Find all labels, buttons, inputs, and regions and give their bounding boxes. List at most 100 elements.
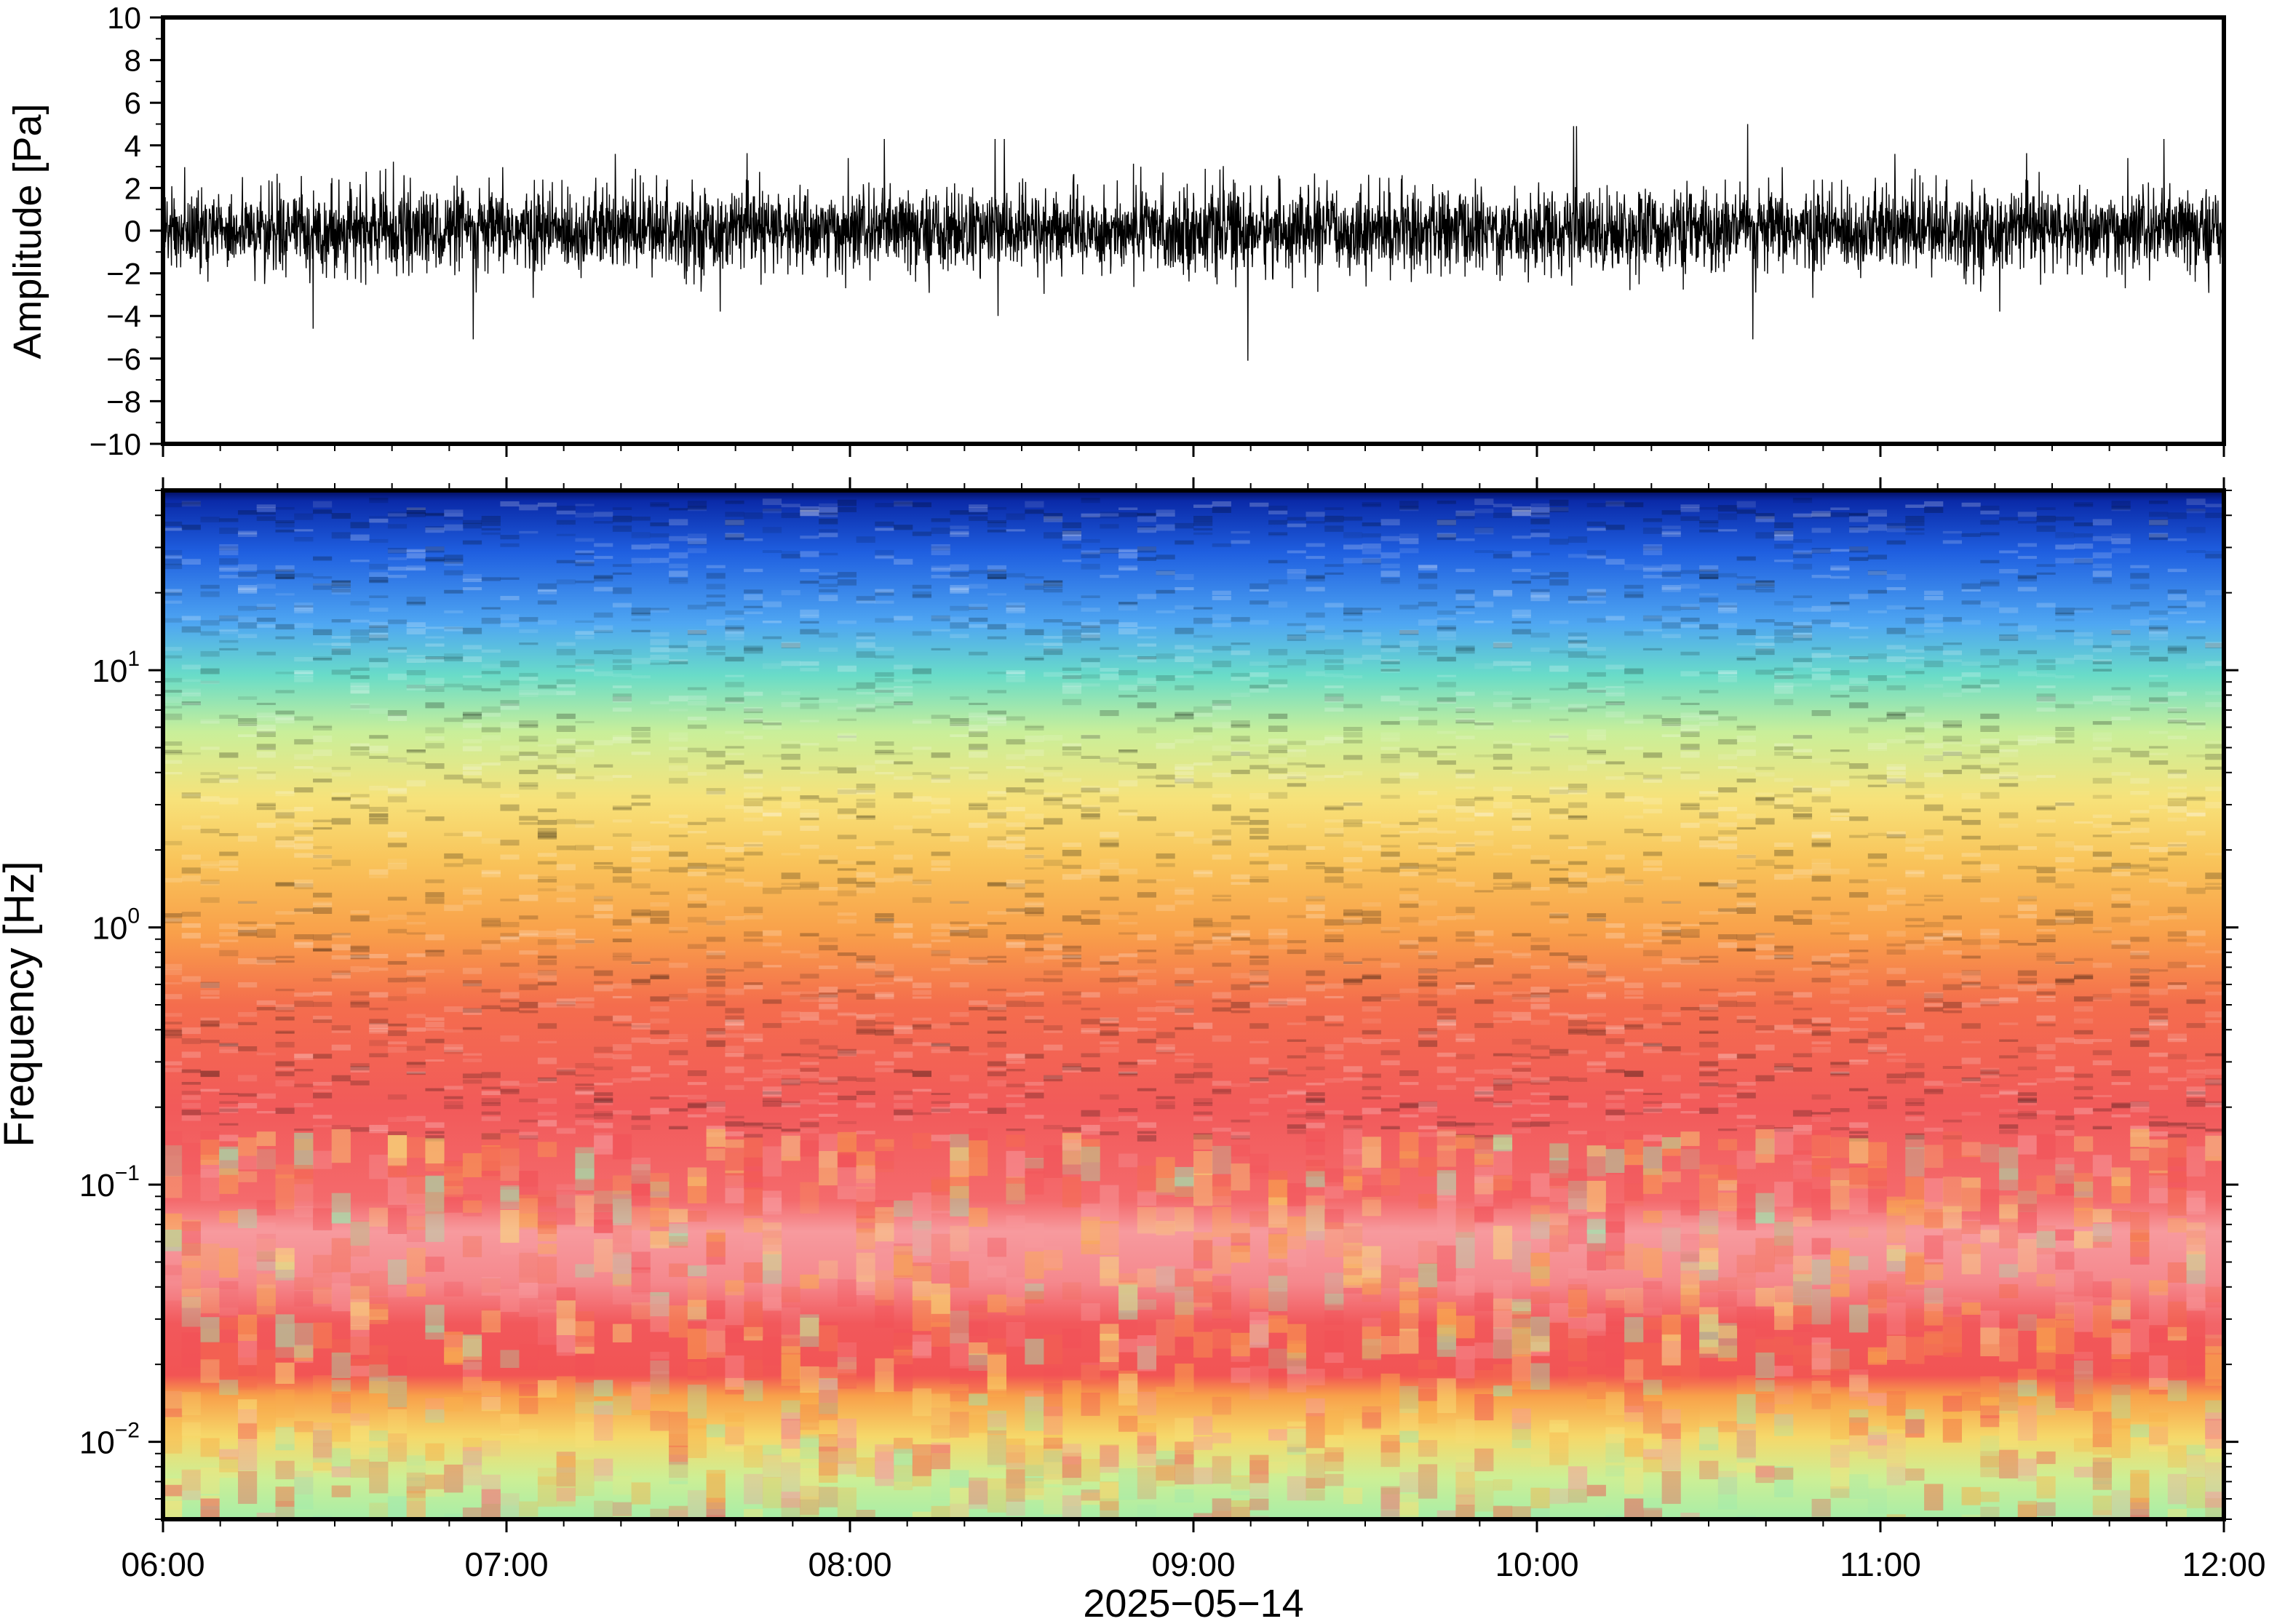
spectrogram-cell (1849, 1088, 1869, 1091)
spectrogram-cell (275, 636, 295, 640)
spectrogram-cell (1193, 528, 1213, 531)
spectrogram-cell (650, 1073, 669, 1078)
spectrogram-cell (1081, 683, 1100, 687)
spectrogram-cell (1137, 1432, 1156, 1466)
spectrogram-cell (837, 1076, 857, 1081)
spectrogram-cell (481, 1310, 501, 1333)
spectrogram-cell (650, 632, 669, 637)
spectrogram-cell (1511, 1053, 1531, 1058)
spectrogram-cell (1231, 816, 1250, 821)
spectrogram-cell (1175, 1166, 1194, 1186)
spectrogram-cell (594, 629, 613, 634)
spectrogram-cell (163, 1022, 183, 1024)
spectrogram-cell (1343, 1125, 1363, 1130)
spectrogram-cell (1025, 1171, 1044, 1195)
spectrogram-cell (519, 984, 539, 990)
spectrogram-cell (1942, 692, 1962, 697)
spectrogram-cell (1849, 1474, 1869, 1499)
spectrogram-cell (294, 1054, 314, 1060)
spectrogram-cell (481, 838, 501, 844)
spectrogram-cell (1717, 822, 1738, 827)
spectrogram-cell (706, 1040, 726, 1047)
spectrogram-cell (1175, 1053, 1194, 1056)
spectrogram-cell (163, 677, 183, 682)
spectrogram-cell (1118, 1380, 1138, 1394)
spectrogram-cell (744, 594, 763, 600)
spectrogram-cell (238, 1423, 258, 1439)
spectrogram-cell (1455, 817, 1475, 821)
spectrogram-cell (556, 745, 576, 751)
spectrogram-cell (1792, 498, 1813, 501)
spectrogram-cell (1736, 827, 1756, 830)
spectrogram-cell (856, 789, 875, 795)
spectrogram-cell (350, 945, 370, 952)
spectrogram-cell (556, 665, 576, 668)
spectrogram-cell (987, 573, 1006, 579)
spectrogram-cell (1924, 894, 1944, 897)
spectrogram-cell (1792, 749, 1813, 753)
spectrogram-cell (800, 795, 819, 800)
spectrogram-cell (462, 578, 482, 582)
spectrogram-cell (406, 1175, 426, 1203)
spectrogram-cell (313, 819, 333, 823)
spectrogram-cell (950, 766, 969, 770)
spectrogram-cell (1249, 1324, 1269, 1342)
spectrogram-cell (219, 1317, 239, 1330)
spectrogram-cell (1306, 612, 1325, 618)
spectrogram-cell (631, 1115, 651, 1121)
spectrogram-cell (669, 732, 688, 739)
waveform-y-tick-label: −10 (90, 427, 141, 461)
spectrogram-cell (650, 544, 669, 549)
spectrogram-cell (462, 831, 482, 837)
spectrogram-cell (387, 1177, 408, 1209)
spectrogram-cell (1006, 513, 1025, 520)
spectrogram-cell (1137, 677, 1156, 684)
spectrogram-cell (1118, 602, 1138, 606)
spectrogram-cell (1193, 706, 1213, 713)
spectrogram-cell (1774, 843, 1794, 847)
spectrogram-cell (1511, 510, 1531, 517)
spectrogram-cell (425, 546, 445, 553)
spectrogram-cell (219, 568, 239, 572)
spectrogram-cell (387, 1204, 408, 1234)
spectrogram-cell (1137, 685, 1156, 692)
spectrogram-cell (1511, 609, 1531, 616)
spectrogram-cell (875, 589, 894, 593)
spectrogram-cell (1942, 1083, 1962, 1087)
spectrogram-cell (1661, 1334, 1681, 1366)
spectrogram-cell (500, 1243, 520, 1255)
spectrogram-cell (1418, 1232, 1438, 1268)
spectrogram-cell (1493, 1310, 1513, 1340)
spectrogram-cell (894, 685, 913, 688)
spectrogram-cell (1624, 1317, 1644, 1342)
spectrogram-cell (631, 1273, 651, 1292)
spectrogram-cell (725, 1355, 744, 1388)
spectrogram-cell (931, 950, 950, 954)
spectrogram-cell (987, 522, 1006, 528)
spectrogram-cell (1268, 506, 1288, 511)
spectrogram-cell (1137, 1345, 1156, 1369)
spectrogram-cell (987, 1041, 1006, 1048)
spectrogram-cell (1811, 653, 1831, 658)
spectrogram-cell (725, 1121, 744, 1127)
spectrogram-cell (181, 1038, 201, 1044)
spectrogram-cell (800, 883, 819, 890)
spectrogram-cell (1137, 1038, 1156, 1043)
spectrogram-cell (1175, 764, 1194, 771)
spectrogram-cell (1306, 1478, 1325, 1489)
spectrogram-cell (1175, 1187, 1194, 1198)
spectrogram-cell (1380, 754, 1400, 758)
spectrogram-cell (313, 736, 333, 742)
spectrogram-cell (1418, 565, 1438, 568)
spectrogram-cell (275, 812, 295, 819)
spectrogram-cell (1474, 812, 1494, 817)
spectrogram-cell (1436, 1198, 1456, 1235)
spectrogram-cell (1530, 529, 1550, 533)
spectrogram-cell (856, 600, 875, 604)
spectrogram-cell (1399, 1472, 1419, 1492)
spectrogram-cell (1886, 712, 1906, 716)
spectrogram-cell (1680, 935, 1700, 938)
spectrogram-cell (1792, 1255, 1813, 1281)
spectrogram-cell (931, 648, 950, 650)
spectrogram-cell (1905, 1062, 1925, 1069)
